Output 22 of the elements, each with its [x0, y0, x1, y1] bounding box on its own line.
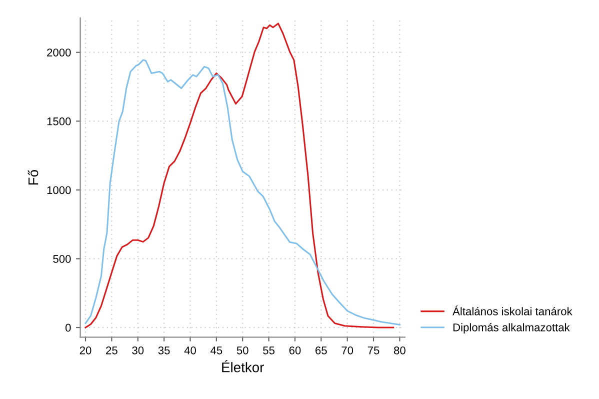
x-tick-label: 20: [80, 346, 92, 354]
x-tick-label: 40: [184, 346, 196, 354]
y-tick-label: 500: [53, 255, 71, 263]
x-axis-title: Életkor: [222, 360, 264, 372]
y-tick-label: 1000: [47, 186, 71, 194]
y-tick-label: 1500: [47, 117, 71, 126]
legend-label: Diplomás alkalmazottak: [453, 323, 570, 334]
x-tick-label: 30: [132, 346, 144, 354]
y-axis-title: Fő: [28, 170, 38, 185]
x-tick-label: 35: [158, 346, 170, 354]
x-tick-label: 75: [368, 346, 380, 354]
x-tick-label: 45: [210, 346, 222, 354]
legend-label: Általános iskolai tanárok: [452, 306, 572, 316]
x-tick-label: 50: [236, 346, 248, 354]
x-tick-label: 25: [106, 346, 118, 354]
x-tick-label: 80: [394, 346, 406, 354]
y-tick-label: 2000: [47, 48, 71, 56]
x-tick-label: 70: [342, 346, 354, 354]
x-tick-label: 55: [263, 346, 274, 354]
y-tick-label: 0: [65, 324, 71, 332]
x-tick-label: 65: [316, 346, 327, 354]
x-tick-label: 60: [289, 346, 301, 354]
